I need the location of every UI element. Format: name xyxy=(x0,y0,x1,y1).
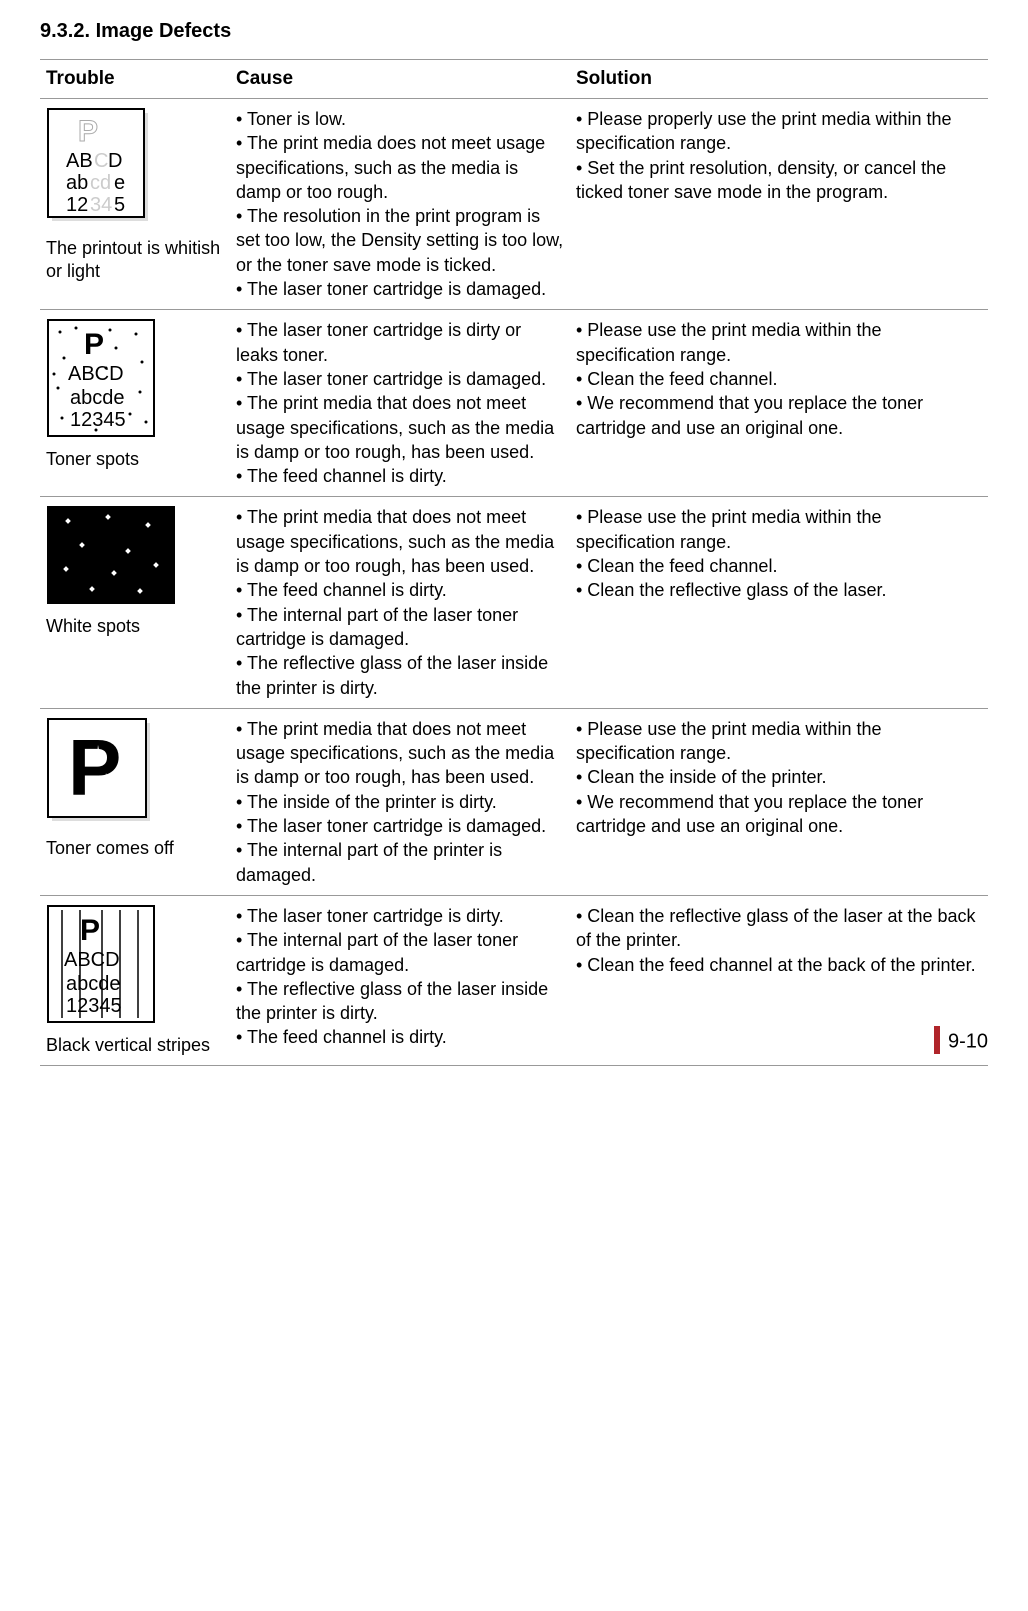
cause-cell: • The laser toner cartridge is dirty. • … xyxy=(230,895,570,1065)
solution-cell: • Please use the print media within the … xyxy=(570,708,988,895)
solution-cell: • Please use the print media within the … xyxy=(570,497,988,708)
defects-table: Trouble Cause Solution P AB C D ab cd e … xyxy=(40,59,988,1066)
defect-caption: White spots xyxy=(46,615,224,638)
cause-cell: • Toner is low. • The print media does n… xyxy=(230,99,570,310)
page-number-bar-icon xyxy=(934,1026,940,1054)
table-row: P ABCD abcde 12345 Toner spots • The las… xyxy=(40,310,988,497)
svg-text:ABCD: ABCD xyxy=(64,949,120,971)
svg-text:cd: cd xyxy=(90,172,111,194)
svg-text:P: P xyxy=(80,914,100,947)
cause-cell: • The print media that does not meet usa… xyxy=(230,497,570,708)
defect-caption: Toner comes off xyxy=(46,837,224,860)
svg-text:P: P xyxy=(84,328,104,361)
defect-white-spots-icon xyxy=(46,505,176,605)
cause-cell: • The laser toner cartridge is dirty or … xyxy=(230,310,570,497)
svg-text:AB: AB xyxy=(66,150,93,172)
svg-text:ab: ab xyxy=(66,172,88,194)
header-solution: Solution xyxy=(570,60,988,99)
solution-cell: • Clean the reflective glass of the lase… xyxy=(570,895,988,1065)
section-title: 9.3.2. Image Defects xyxy=(40,20,988,43)
solution-cell: • Please properly use the print media wi… xyxy=(570,99,988,310)
svg-text:12: 12 xyxy=(66,194,88,216)
defect-toner-off-icon: P xyxy=(46,717,156,827)
svg-text:abcde: abcde xyxy=(70,387,125,409)
svg-text:5: 5 xyxy=(114,194,125,216)
defect-whitish-icon: P AB C D ab cd e 12 34 5 xyxy=(46,107,156,227)
svg-text:ABCD: ABCD xyxy=(68,363,124,385)
defect-caption: The printout is whitish or light xyxy=(46,237,224,284)
header-cause: Cause xyxy=(230,60,570,99)
table-row: P Toner comes off • The print media that… xyxy=(40,708,988,895)
svg-text:D: D xyxy=(108,150,122,172)
svg-text:abcde: abcde xyxy=(66,973,121,995)
svg-text:e: e xyxy=(114,172,125,194)
table-row: P ABCD abcde 12345 Black vertical stripe… xyxy=(40,895,988,1065)
svg-text:C: C xyxy=(94,150,108,172)
svg-text:12345: 12345 xyxy=(70,409,126,431)
svg-text:P: P xyxy=(68,723,121,812)
page-number-container: 9-10 xyxy=(934,1028,988,1056)
header-trouble: Trouble xyxy=(40,60,230,99)
defect-vertical-stripes-icon: P ABCD abcde 12345 xyxy=(46,904,156,1024)
svg-text:P: P xyxy=(78,115,98,148)
solution-cell: • Please use the print media within the … xyxy=(570,310,988,497)
table-row: P AB C D ab cd e 12 34 5 The printout is… xyxy=(40,99,988,310)
defect-caption: Black vertical stripes xyxy=(46,1034,224,1057)
page-number: 9-10 xyxy=(948,1031,988,1053)
defect-toner-spots-icon: P ABCD abcde 12345 xyxy=(46,318,156,438)
svg-text:12345: 12345 xyxy=(66,995,122,1017)
defect-caption: Toner spots xyxy=(46,448,224,471)
cause-cell: • The print media that does not meet usa… xyxy=(230,708,570,895)
table-row: White spots • The print media that does … xyxy=(40,497,988,708)
svg-text:34: 34 xyxy=(90,194,112,216)
